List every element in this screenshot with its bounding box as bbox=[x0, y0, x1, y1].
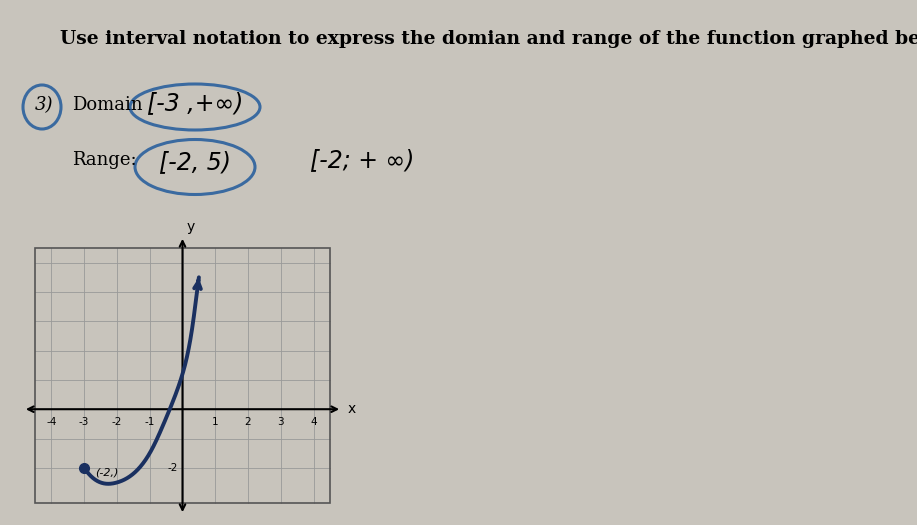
Text: -2: -2 bbox=[112, 417, 122, 427]
Text: 3: 3 bbox=[278, 417, 284, 427]
Text: 1: 1 bbox=[212, 417, 218, 427]
Text: Range:: Range: bbox=[72, 151, 137, 169]
Text: -4: -4 bbox=[46, 417, 57, 427]
Text: 2: 2 bbox=[245, 417, 251, 427]
Text: 4: 4 bbox=[310, 417, 317, 427]
Text: Domain: Domain bbox=[72, 96, 143, 114]
Text: -2: -2 bbox=[167, 463, 178, 473]
Text: -3: -3 bbox=[79, 417, 89, 427]
Text: (-2,): (-2,) bbox=[95, 468, 119, 478]
Bar bbox=[35, 248, 330, 503]
Text: -1: -1 bbox=[145, 417, 155, 427]
Text: 3): 3) bbox=[35, 96, 53, 114]
Text: Use interval notation to express the domian and range of the function graphed be: Use interval notation to express the dom… bbox=[60, 30, 917, 48]
Text: [-2; + ∞): [-2; + ∞) bbox=[310, 148, 414, 172]
Text: [-3 ,+∞): [-3 ,+∞) bbox=[147, 91, 243, 115]
Text: x: x bbox=[348, 402, 356, 416]
Text: y: y bbox=[186, 220, 194, 234]
Text: [-2, 5): [-2, 5) bbox=[159, 150, 231, 174]
